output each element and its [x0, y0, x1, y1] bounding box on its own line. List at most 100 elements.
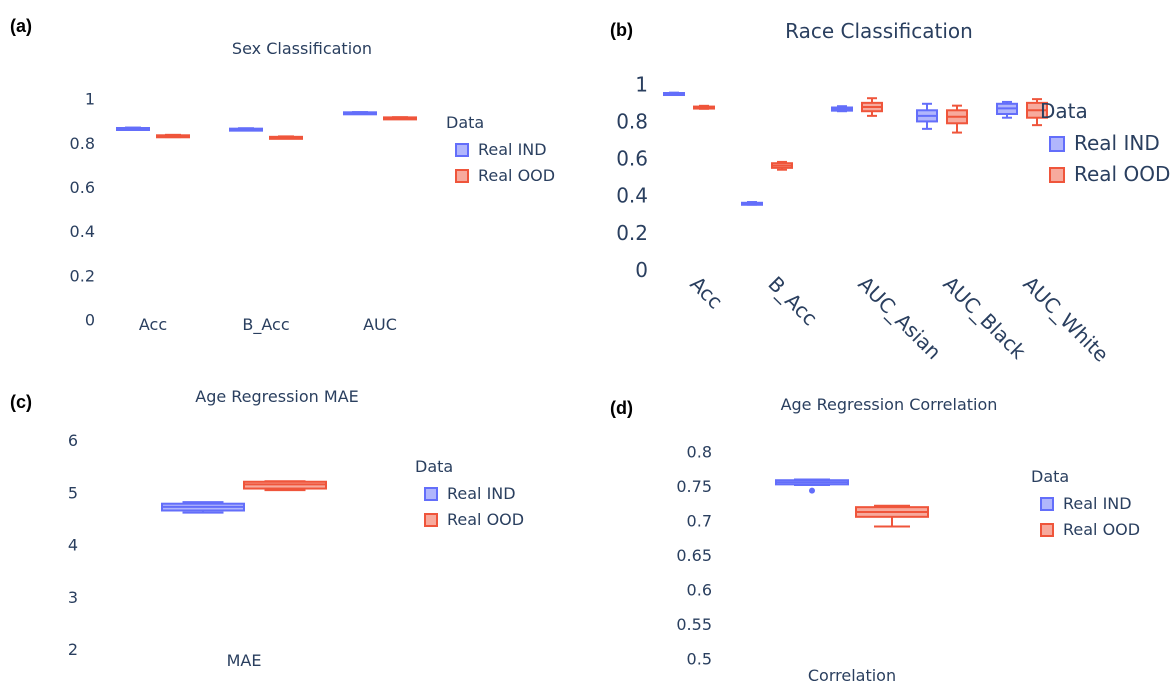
y-tick-label: 0.8 — [70, 134, 95, 153]
outlier-point — [809, 487, 815, 494]
box-real-ood — [861, 97, 883, 117]
box-real-ind — [831, 105, 853, 113]
panel-c-title: Age Regression MAE — [195, 387, 359, 406]
panel-d-label: (d) — [610, 398, 633, 418]
x-tick-label: AUC_Black — [938, 272, 1030, 364]
box-real-ind — [161, 501, 245, 514]
y-tick-label: 0.6 — [70, 178, 95, 197]
legend-item-label: Real OOD — [447, 510, 524, 529]
x-tick-label: Correlation — [808, 666, 896, 684]
panel-c-plot-area — [161, 480, 327, 514]
legend-swatch — [424, 487, 438, 501]
y-tick-label: 1 — [635, 72, 648, 96]
panel-c-yaxis: 2 3 4 5 6 — [68, 431, 78, 659]
y-tick-label: 3 — [68, 588, 78, 607]
y-tick-label: 0.8 — [616, 109, 648, 133]
box-real-ind — [775, 478, 849, 494]
panel-b-label: (b) — [610, 20, 633, 40]
y-tick-label: 0.75 — [676, 477, 712, 496]
legend-swatch — [1040, 497, 1054, 511]
y-tick-label: 5 — [68, 483, 78, 502]
box-real-ood — [855, 504, 929, 528]
box-real-ind — [916, 102, 938, 130]
legend-item-label: Real OOD — [478, 166, 555, 185]
y-tick-label: 0.65 — [676, 546, 712, 565]
panel-c: (c) Age Regression MAE 2 3 4 5 6 MAE Data Rea… — [10, 387, 524, 670]
panel-a-label: (a) — [10, 16, 32, 36]
box-real-ood — [946, 104, 968, 134]
legend-item-label: Real IND — [447, 484, 516, 503]
box-real-ood — [383, 116, 417, 121]
legend-swatch — [1049, 136, 1065, 152]
box-real-ood — [156, 133, 190, 139]
panel-c-legend: Data Real IND Real OOD — [415, 457, 524, 529]
y-tick-label: 4 — [68, 536, 78, 555]
legend-swatch — [1040, 523, 1054, 537]
box-real-ood — [243, 480, 327, 492]
panel-d-title: Age Regression Correlation — [781, 395, 998, 414]
box-real-ind — [663, 91, 685, 97]
box-real-ood — [693, 104, 715, 110]
legend-item-label: Real IND — [1074, 131, 1160, 155]
panel-a: (a) Sex Classification 0 0.2 0.4 0.6 0.8 1 Ac… — [10, 16, 555, 335]
box-real-ind — [741, 201, 763, 206]
y-tick-label: 0.4 — [616, 184, 648, 208]
panel-d-plot-area — [775, 478, 929, 528]
y-tick-label: 0.6 — [616, 147, 648, 171]
box-real-ind — [996, 100, 1018, 119]
legend-swatch — [1049, 167, 1065, 183]
box-real-ood — [771, 160, 793, 171]
x-tick-label: Acc — [685, 272, 727, 314]
legend-item-label: Real IND — [478, 140, 547, 159]
panel-b-title: Race Classification — [785, 19, 973, 43]
panel-b-plot-area — [663, 91, 1048, 206]
legend-swatch — [424, 513, 438, 527]
box-real-ind — [343, 111, 377, 116]
x-tick-label: AUC_White — [1018, 272, 1113, 367]
x-tick-label: MAE — [227, 651, 262, 670]
legend-title: Data — [1040, 99, 1088, 123]
y-tick-label: 2 — [68, 640, 78, 659]
legend-swatch — [455, 143, 469, 157]
box-real-ood — [1026, 98, 1048, 127]
legend-swatch — [455, 169, 469, 183]
y-tick-label: 0.6 — [687, 581, 712, 600]
panel-d-legend: Data Real IND Real OOD — [1031, 467, 1140, 539]
panel-c-label: (c) — [10, 392, 32, 412]
panel-a-legend: Data Real IND Real OOD — [446, 113, 555, 185]
panel-d-yaxis: 0.5 0.55 0.6 0.65 0.7 0.75 0.8 — [676, 443, 712, 669]
panel-a-title: Sex Classification — [232, 39, 372, 58]
y-tick-label: 0 — [85, 311, 95, 330]
y-tick-label: 0.8 — [687, 443, 712, 462]
y-tick-label: 0.5 — [687, 650, 712, 669]
panel-d: (d) Age Regression Correlation 0.50.550.… — [610, 395, 1140, 684]
y-tick-label: 0 — [635, 258, 648, 282]
y-tick-label: 1 — [85, 90, 95, 109]
y-tick-label: 6 — [68, 431, 78, 450]
x-tick-label: AUC — [363, 315, 397, 334]
y-tick-label: 0.55 — [676, 615, 712, 634]
x-tick-label: AUC_Asian — [853, 272, 946, 365]
box-real-ind — [229, 127, 263, 132]
panel-b-yaxis: 0 0.2 0.4 0.6 0.8 1 — [616, 72, 648, 282]
x-tick-label: B_Acc — [242, 315, 289, 335]
panel-a-yaxis: 0 0.2 0.4 0.6 0.8 1 — [70, 90, 95, 330]
legend-item-label: Real OOD — [1063, 520, 1140, 539]
box-real-ind — [116, 126, 150, 131]
panel-b: (b) Race Classification 0 0.2 0.4 0.6 0.8 1 A… — [610, 19, 1170, 367]
legend-item-label: Real IND — [1063, 494, 1132, 513]
panel-c-xaxis: MAE — [227, 651, 262, 670]
legend-title: Data — [446, 113, 484, 132]
panel-a-xaxis: Acc B_Acc AUC — [139, 315, 397, 335]
legend-title: Data — [1031, 467, 1069, 486]
panel-b-legend: Data Real IND Real OOD — [1040, 99, 1170, 186]
legend-item-label: Real OOD — [1074, 162, 1170, 186]
y-tick-label: 0.4 — [70, 222, 95, 241]
box-real-ood — [269, 135, 303, 140]
y-tick-label: 0.7 — [687, 512, 712, 531]
y-tick-label: 0.2 — [616, 221, 648, 245]
panel-a-plot-area — [116, 111, 417, 140]
x-tick-label: Acc — [139, 315, 167, 334]
